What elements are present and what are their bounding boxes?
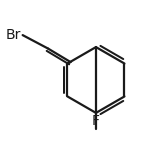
Text: F: F (92, 114, 100, 128)
Text: Br: Br (6, 28, 21, 42)
